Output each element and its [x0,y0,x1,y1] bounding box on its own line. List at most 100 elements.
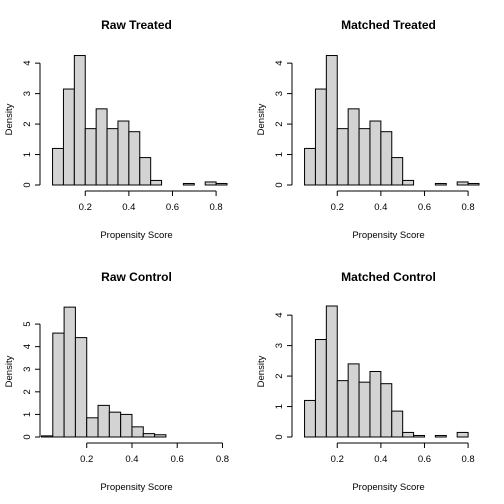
x-tick-label: 0.4 [374,454,387,465]
histogram-bar [434,434,447,438]
histogram-bar [369,371,382,438]
x-axis-label: Propensity Score [100,230,172,241]
chart-title: Matched Treated [341,18,436,32]
y-tick-label: 2 [22,121,33,126]
histogram-bar [304,399,316,438]
y-tick-label: 5 [22,321,33,326]
y-axis-label: Density [4,355,15,387]
x-tick-label: 0.2 [331,202,344,213]
histogram-bar [139,157,152,186]
x-tick-label: 0.8 [216,454,229,465]
histogram-bar [84,128,97,186]
histogram-bar [380,383,393,438]
histogram-bar [108,411,122,438]
y-tick-label: 4 [274,312,285,317]
histogram-bar [347,108,360,186]
histogram-bar [434,182,447,186]
x-tick-label: 0.2 [79,202,92,213]
y-tick-label: 0 [22,434,33,439]
y-tick-label: 2 [274,373,285,378]
y-tick-label: 2 [274,121,285,126]
histogram-bar [215,182,228,186]
histogram-bar [413,434,425,438]
y-axis-label: Density [256,355,267,387]
histogram-bar [314,88,327,186]
histogram-bar [117,120,130,186]
histogram-bar [120,413,133,438]
histogram-bar [97,404,110,438]
y-tick-label: 1 [22,412,33,417]
y-tick-label: 3 [274,91,285,96]
y-tick-label: 0 [22,182,33,187]
x-tick-label: 0.4 [374,202,387,213]
histogram-bar [358,381,371,438]
histogram-bar [52,332,65,438]
histogram-bar [358,128,371,186]
x-tick-label: 0.4 [125,454,138,465]
histogram-bar [402,179,415,186]
histogram-bar [86,417,99,438]
histogram-bar [380,131,393,186]
x-tick-label: 0.2 [331,454,344,465]
histogram-bar [336,380,349,438]
histogram-bar [391,157,404,186]
histogram-panel-3: 0.2 0.4 0.6 0.8 0 1 2 3 4 Matched Control Propensi… [256,270,475,493]
y-tick-label: 3 [22,91,33,96]
y-tick-label: 1 [22,152,33,157]
histogram-bar [391,410,404,438]
histogram-bar [74,337,88,438]
histogram-bar [150,179,163,186]
chart-title: Raw Control [101,270,172,284]
x-axis-label: Propensity Score [352,230,424,241]
y-tick-label: 4 [22,344,33,349]
histogram-bar [131,426,144,438]
histogram-bar [325,55,338,186]
histogram-bar [154,434,167,438]
histogram-bar [106,128,119,186]
histogram-bar [63,306,76,438]
histogram-bar [204,181,217,186]
x-tick-label: 0.6 [166,202,179,213]
x-tick-label: 0.6 [418,202,431,213]
y-tick-label: 4 [22,60,33,65]
histogram-bar [95,108,108,186]
y-axis-label: Density [256,103,267,135]
histogram-panel-0: 0.2 0.4 0.6 0.8 0 1 2 3 4 Raw Treated Propensity S… [4,18,228,241]
histogram-bar [182,182,195,186]
histogram-bar [402,431,415,438]
histogram-bar [52,147,64,186]
histogram-bar [73,55,86,186]
histogram-bar [325,305,338,438]
y-tick-label: 4 [274,60,285,65]
histogram-bar [304,147,316,186]
histogram-bar [336,128,349,186]
x-tick-label: 0.4 [122,202,135,213]
histogram-bar [456,181,469,186]
y-tick-label: 1 [274,404,285,409]
histogram-bar [369,120,382,186]
histogram-bar [347,363,360,438]
histogram-bar [467,182,480,186]
y-axis-label: Density [4,103,15,135]
histogram-bar [142,433,156,438]
y-tick-label: 0 [274,182,285,187]
y-tick-label: 3 [274,343,285,348]
x-tick-label: 0.8 [209,202,222,213]
y-tick-label: 0 [274,434,285,439]
chart-title: Raw Treated [101,18,172,32]
x-axis-label: Propensity Score [352,482,424,493]
histogram-bar [62,88,75,186]
y-tick-label: 1 [274,152,285,157]
y-tick-label: 3 [22,367,33,372]
x-tick-label: 0.8 [461,202,474,213]
histogram-bar [128,131,141,186]
histogram-bar [314,339,327,438]
histogram-bar [456,431,469,438]
histogram-panel-2: 0.2 0.4 0.6 0.8 0 1 2 3 4 5 Raw Control Propensity … [4,270,229,493]
x-axis-label: Propensity Score [100,482,172,493]
y-tick-label: 2 [22,389,33,394]
chart-title: Matched Control [341,270,436,284]
x-tick-label: 0.6 [418,454,431,465]
histogram-panel-1: 0.2 0.4 0.6 0.8 0 1 2 3 4 Matched Treated Propensi… [256,18,480,241]
x-tick-label: 0.6 [171,454,184,465]
